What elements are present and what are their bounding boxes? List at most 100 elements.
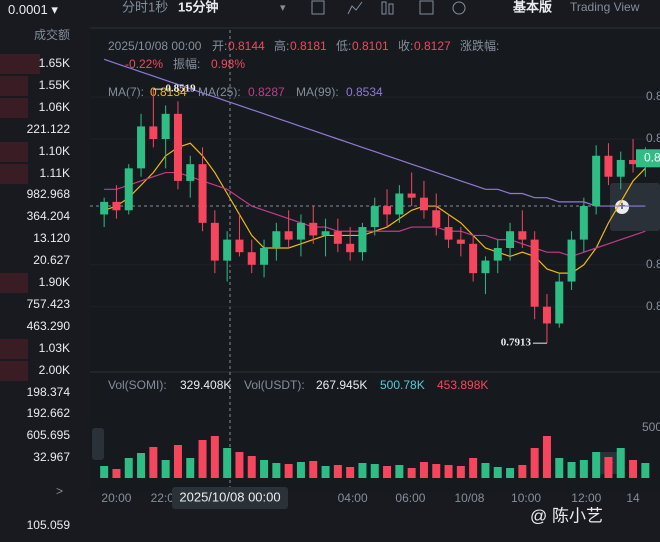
depth-bar	[0, 338, 28, 359]
x-tick-label: 04:00	[338, 491, 368, 505]
candle-body	[432, 210, 441, 228]
crosshair-box	[172, 487, 288, 509]
icon[interactable]	[388, 3, 394, 15]
row-value: 198.374	[26, 384, 70, 399]
volume-tick-label: 500	[642, 420, 660, 434]
x-tick-label: 20:00	[101, 491, 131, 505]
y-tick-label: 0.8	[646, 299, 660, 313]
candle-body	[604, 155, 613, 177]
volume-bar	[542, 436, 551, 478]
add-icon[interactable]	[615, 200, 629, 214]
candle-body	[469, 243, 478, 274]
volume-bar	[592, 452, 601, 478]
info-label: 涨跌幅:	[460, 38, 499, 53]
row-value: 221.122	[26, 121, 70, 136]
icon[interactable]	[347, 1, 363, 15]
volume-bar	[235, 452, 244, 478]
candle-body	[555, 281, 564, 324]
x-tick-label: 06:00	[395, 491, 425, 505]
chart-bg	[90, 28, 660, 492]
volume-bar	[309, 461, 318, 478]
candle-body	[112, 201, 121, 211]
volume-bar	[395, 465, 404, 478]
candle-body	[247, 252, 256, 265]
high-label: 0.8519	[165, 83, 196, 95]
volume-bar	[518, 465, 527, 478]
candle-body	[333, 231, 342, 244]
volume-label: Vol(SOMI):	[108, 378, 167, 392]
icon[interactable]	[452, 1, 466, 15]
candle-body	[186, 164, 195, 181]
icon[interactable]	[419, 0, 434, 15]
volume-bar	[383, 466, 392, 478]
depth-bar	[0, 360, 28, 381]
volume-bar	[247, 456, 256, 478]
candle-body	[395, 193, 404, 215]
row-value: 2.00K	[38, 362, 70, 377]
candle-body	[456, 239, 465, 244]
icon[interactable]	[381, 1, 387, 15]
candle-body	[567, 239, 576, 282]
tick-size[interactable]: 0.0001 ▾	[8, 2, 58, 17]
candle-body	[198, 164, 207, 223]
low-label: 0.7913	[501, 337, 532, 349]
candle-body	[493, 248, 502, 261]
candle-body	[223, 239, 232, 261]
row-value: 192.662	[26, 406, 70, 421]
y-tick-label: 0.8	[646, 131, 660, 145]
volume-bar	[616, 448, 625, 478]
volume-bar	[149, 447, 158, 478]
info-value: -0.22%	[125, 57, 163, 71]
tab[interactable]: 分时	[122, 0, 148, 14]
candle-body	[309, 222, 318, 236]
volume-bar	[629, 460, 638, 478]
row-value: 1.03K	[38, 340, 70, 355]
more[interactable]: >	[56, 484, 64, 498]
dropdown[interactable]: ▾	[280, 2, 286, 14]
x-tick-label: 14	[626, 491, 640, 505]
volume-bar	[469, 458, 478, 478]
volume-value: 329.408K	[180, 378, 231, 392]
info-label: 振幅:	[173, 56, 200, 71]
volume-value: 267.945K	[316, 378, 367, 392]
column-header: 成交额	[33, 28, 70, 42]
candle-body	[296, 222, 305, 240]
basic-view[interactable]: 基本版	[512, 0, 552, 14]
volume-bar	[567, 462, 576, 478]
volume-bar	[579, 460, 588, 478]
row-value: 605.695	[26, 428, 70, 443]
tab[interactable]: 15分钟	[178, 0, 218, 14]
x-tick-label: 10:00	[511, 491, 541, 505]
candle-body	[616, 159, 625, 177]
candle-body	[272, 231, 281, 249]
candle-body	[481, 260, 490, 274]
candle-body	[629, 159, 638, 165]
candle-body	[149, 126, 158, 140]
watermark: @ 陈小艺	[530, 506, 603, 525]
volume-bar	[260, 460, 269, 478]
price-tool[interactable]	[610, 183, 660, 231]
last-row: 105.059	[26, 518, 70, 532]
volume-bar	[321, 466, 330, 478]
volume-bar	[506, 468, 515, 478]
scroll-left[interactable]	[92, 428, 104, 460]
tradingview[interactable]: Trading View	[570, 0, 640, 14]
candle-body	[419, 197, 428, 211]
candle-body	[358, 227, 367, 253]
info-date: 2025/10/08 00:00	[108, 39, 202, 53]
info-value: 0.8181	[290, 39, 327, 53]
crosshair-label: 2025/10/08 00:00	[179, 489, 280, 504]
candle-body	[124, 168, 133, 211]
row-value: 1.06K	[38, 99, 70, 114]
info-label: 高:	[274, 38, 289, 53]
candle-body	[407, 193, 416, 198]
tab[interactable]: 1秒	[148, 0, 168, 14]
row-value: 1.55K	[38, 77, 70, 92]
icon[interactable]	[311, 0, 325, 15]
candle-body	[260, 248, 269, 265]
candle-body	[383, 206, 392, 215]
volume-bar	[124, 458, 133, 478]
ma-value: 0.8287	[248, 85, 285, 99]
ma-label: MA(7):	[108, 85, 144, 99]
candle-body	[530, 239, 539, 307]
